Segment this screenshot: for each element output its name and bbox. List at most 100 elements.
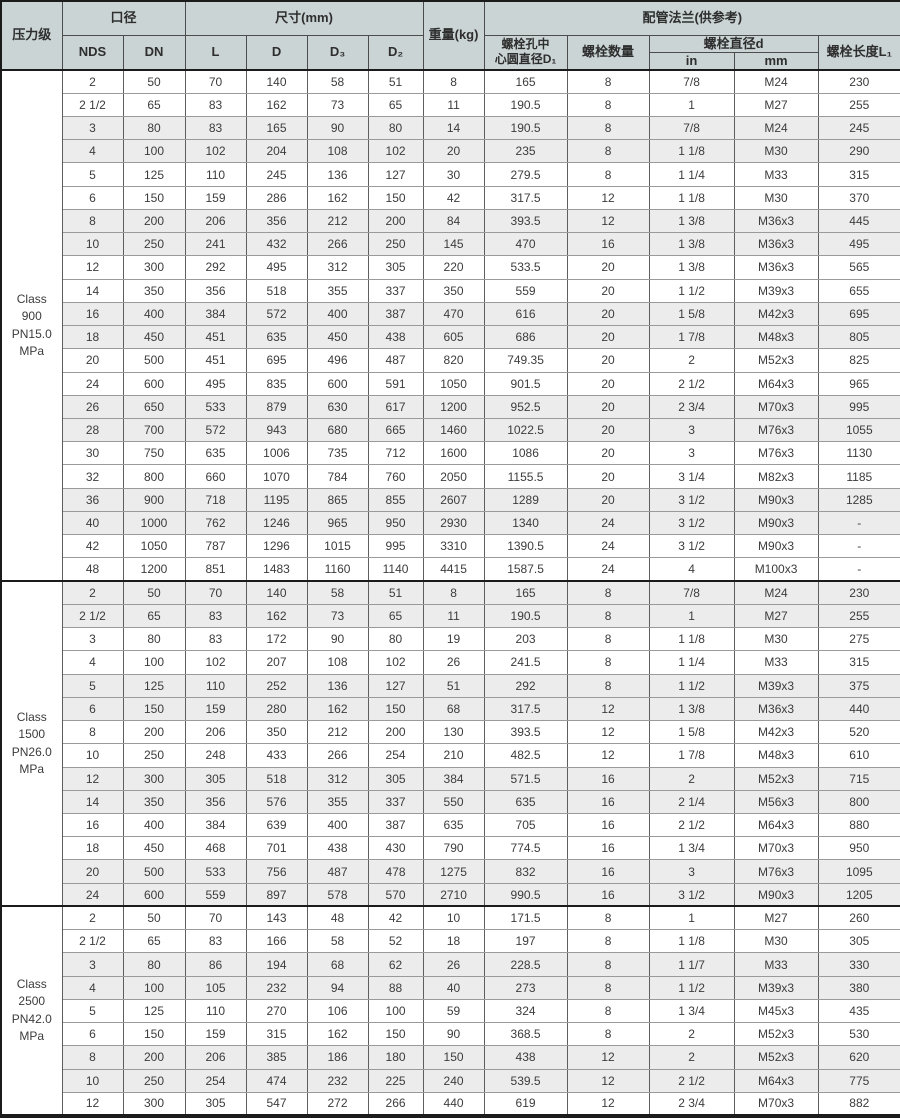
- cell-dn: 200: [122, 1045, 186, 1070]
- table-row: 8 200 206 350 212 200 130 393.5 12 1 5/8 M42x3 520: [1, 720, 900, 745]
- cell-d2: 266: [367, 1091, 424, 1117]
- cell-dn: 500: [122, 859, 186, 884]
- cell-bolt-in: 1 1/8: [648, 929, 735, 954]
- cell-nds: 4: [61, 139, 124, 164]
- cell-bolt-in: 1 1/8: [648, 185, 735, 210]
- cell-bolt-len: 825: [817, 348, 900, 373]
- cell-nds: 2: [61, 68, 124, 94]
- cell-bolt-qty: 8: [566, 952, 650, 977]
- cell-bolt-len: 255: [817, 92, 900, 117]
- cell-bolt-qty: 8: [566, 603, 650, 629]
- cell-nds: 6: [61, 1022, 124, 1047]
- cell-d2: 200: [367, 208, 424, 234]
- cell-weight: 26: [422, 952, 485, 977]
- table-row: 32 800 660 1070 784 760 2050 1155.5 20 3 1/4 M82x3…: [1, 464, 900, 489]
- cell-bolt-mm: M36x3: [733, 255, 819, 280]
- cell-nds: 10: [61, 1068, 124, 1093]
- cell-weight: 1050: [422, 371, 485, 396]
- cell-dn: 800: [122, 464, 186, 489]
- cell-l: 105: [184, 975, 247, 1000]
- cell-bolt-circle: 292: [483, 673, 568, 698]
- cell-d3: 94: [306, 975, 369, 1000]
- cell-bolt-len: 245: [817, 115, 900, 141]
- cell-dn: 50: [122, 580, 186, 605]
- cell-bolt-len: 445: [817, 208, 900, 234]
- cell-d: 576: [245, 789, 308, 815]
- cell-l: 468: [184, 836, 247, 861]
- cell-d3: 400: [306, 812, 369, 838]
- cell-dn: 600: [122, 882, 186, 907]
- cell-nds: 18: [61, 325, 124, 350]
- header-bolt-qty: 螺栓数量: [566, 34, 650, 71]
- table-row: 6 150 159 286 162 150 42 317.5 12 1 1/8 M30 370: [1, 185, 900, 210]
- cell-d: 1006: [245, 441, 308, 466]
- cell-bolt-mm: M33: [733, 162, 819, 187]
- cell-bolt-qty: 20: [566, 394, 650, 420]
- cell-bolt-mm: M64x3: [733, 1068, 819, 1093]
- cell-dn: 150: [122, 696, 186, 722]
- cell-d: 495: [245, 255, 308, 280]
- cell-d: 897: [245, 882, 308, 907]
- cell-d2: 337: [367, 789, 424, 815]
- cell-l: 83: [184, 603, 247, 629]
- cell-bolt-in: 1 7/8: [648, 743, 735, 768]
- cell-d3: 578: [306, 882, 369, 907]
- cell-bolt-len: 435: [817, 998, 900, 1024]
- cell-bolt-mm: M48x3: [733, 325, 819, 350]
- cell-bolt-qty: 20: [566, 464, 650, 489]
- cell-bolt-circle: 1340: [483, 510, 568, 536]
- cell-d3: 450: [306, 325, 369, 350]
- cell-bolt-mm: M90x3: [733, 487, 819, 512]
- cell-bolt-circle: 165: [483, 68, 568, 94]
- pressure-class-label: Class 900 PN15.0 MPa: [0, 68, 63, 582]
- cell-nds: 24: [61, 882, 124, 907]
- cell-d3: 48: [306, 905, 369, 931]
- cell-l: 292: [184, 255, 247, 280]
- cell-dn: 65: [122, 92, 186, 117]
- cell-weight: 550: [422, 789, 485, 815]
- cell-d: 207: [245, 650, 308, 675]
- cell-dn: 400: [122, 812, 186, 838]
- table-row: 28 700 572 943 680 665 1460 1022.5 20 3 M76x3 1055: [1, 418, 900, 443]
- cell-bolt-in: 7/8: [648, 580, 735, 605]
- cell-d3: 162: [306, 185, 369, 210]
- cell-l: 206: [184, 208, 247, 234]
- cell-bolt-in: 3 1/4: [648, 464, 735, 489]
- cell-bolt-len: 880: [817, 812, 900, 838]
- table-row: 8 200 206 385 186 180 150 438 12 2 M52x3 620: [1, 1045, 900, 1070]
- cell-bolt-mm: M70x3: [733, 394, 819, 420]
- cell-d2: 51: [367, 580, 424, 605]
- cell-bolt-circle: 1289: [483, 487, 568, 512]
- cell-d2: 430: [367, 836, 424, 861]
- cell-bolt-circle: 1587.5: [483, 557, 568, 582]
- cell-bolt-mm: M33: [733, 952, 819, 977]
- cell-d: 172: [245, 627, 308, 652]
- cell-bolt-len: 290: [817, 139, 900, 164]
- cell-d3: 108: [306, 139, 369, 164]
- cell-weight: 18: [422, 929, 485, 954]
- cell-l: 635: [184, 441, 247, 466]
- cell-weight: 19: [422, 627, 485, 652]
- cell-bolt-circle: 393.5: [483, 208, 568, 234]
- table-row: 30 750 635 1006 735 712 1600 1086 20 3 M76x3 1130: [1, 441, 900, 466]
- cell-dn: 450: [122, 836, 186, 861]
- pressure-class-label: Class 2500 PN42.0 MPa: [0, 905, 63, 1117]
- cell-weight: 8: [422, 68, 485, 94]
- cell-nds: 16: [61, 812, 124, 838]
- cell-bolt-circle: 317.5: [483, 696, 568, 722]
- table-row: 16 400 384 639 400 387 635 705 16 2 1/2 M64x3 880: [1, 812, 900, 838]
- cell-l: 86: [184, 952, 247, 977]
- cell-bolt-in: 2: [648, 766, 735, 791]
- cell-bolt-qty: 8: [566, 905, 650, 931]
- cell-weight: 20: [422, 139, 485, 164]
- cell-d: 432: [245, 232, 308, 257]
- cell-d3: 865: [306, 487, 369, 512]
- cell-l: 206: [184, 720, 247, 745]
- cell-d: 1070: [245, 464, 308, 489]
- cell-bolt-len: 1095: [817, 859, 900, 884]
- cell-d: 204: [245, 139, 308, 164]
- cell-nds: 36: [61, 487, 124, 512]
- cell-bolt-len: 805: [817, 325, 900, 350]
- header-l: L: [184, 34, 247, 71]
- cell-bolt-len: 255: [817, 603, 900, 629]
